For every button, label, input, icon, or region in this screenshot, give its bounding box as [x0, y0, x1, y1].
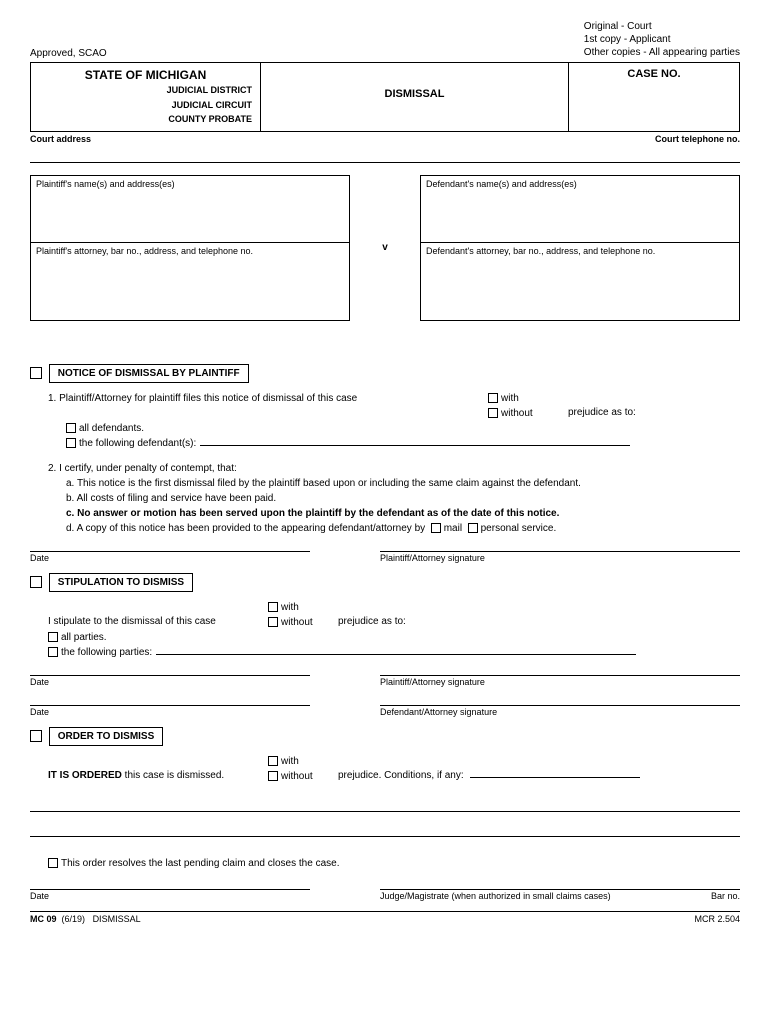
all-defendants-checkbox[interactable]	[66, 423, 76, 433]
copies-list: Original - Court 1st copy - Applicant Ot…	[584, 20, 740, 59]
order-without-label: without	[281, 771, 313, 782]
circuit-label: JUDICIAL CIRCUIT	[39, 99, 252, 112]
notice-line1: 1. Plaintiff/Attorney for plaintiff file…	[48, 391, 488, 421]
ordered-label: IT IS ORDERED	[48, 770, 122, 781]
plaintiff-column: Plaintiff's name(s) and address(es) Plai…	[30, 175, 350, 321]
conditions-line-2[interactable]	[30, 796, 740, 812]
case-no-label: CASE NO.	[569, 63, 739, 131]
sig-row-2: Date Plaintiff/Attorney signature	[30, 675, 740, 687]
all-defendants-label: all defendants.	[79, 423, 144, 434]
following-defendants-label: the following defendant(s):	[79, 438, 196, 449]
state-label: STATE OF MICHIGAN	[39, 68, 252, 82]
bar-no-label: Bar no.	[711, 891, 740, 901]
plaintiff-name-box[interactable]: Plaintiff's name(s) and address(es)	[30, 175, 350, 243]
stip-prejudice-label: prejudice as to:	[338, 600, 406, 630]
conditions-line-3[interactable]	[30, 821, 740, 837]
plaintiff-name-label: Plaintiff's name(s) and address(es)	[36, 179, 175, 189]
cert-d-pre: d. A copy of this notice has been provid…	[66, 523, 425, 534]
judge-sig-label: Judge/Magistrate (when authorized in sma…	[380, 891, 611, 901]
all-parties-checkbox[interactable]	[48, 632, 58, 642]
plaintiff-atty-label: Plaintiff's attorney, bar no., address, …	[36, 246, 253, 256]
prejudice-label: prejudice as to:	[568, 391, 636, 421]
sig-row-1: Date Plaintiff/Attorney signature	[30, 551, 740, 563]
date-label-2: Date	[30, 675, 310, 687]
defendant-name-label: Defendant's name(s) and address(es)	[426, 179, 577, 189]
certify-line: 2. I certify, under penalty of contempt,…	[48, 461, 740, 476]
form-name: DISMISSAL	[93, 914, 141, 924]
plaintiff-sig-label-2: Plaintiff/Attorney signature	[380, 675, 740, 687]
date-label: Date	[30, 551, 310, 563]
following-defendants-field[interactable]	[200, 445, 630, 446]
defendant-sig-label: Defendant/Attorney signature	[380, 705, 740, 717]
stip-without-label: without	[281, 617, 313, 628]
date-label-4: Date	[30, 889, 310, 901]
court-phone-label: Court telephone no.	[655, 134, 740, 144]
probate-label: COUNTY PROBATE	[39, 113, 252, 126]
section-order: ORDER TO DISMISS IT IS ORDERED this case…	[30, 727, 740, 901]
court-identity: STATE OF MICHIGAN JUDICIAL DISTRICT JUDI…	[31, 63, 261, 131]
resolves-label: This order resolves the last pending cla…	[61, 858, 339, 869]
following-parties-checkbox[interactable]	[48, 647, 58, 657]
section-stipulation: STIPULATION TO DISMISS I stipulate to th…	[30, 573, 740, 717]
ordered-text: this case is dismissed.	[122, 770, 224, 781]
section-notice: NOTICE OF DISMISSAL BY PLAINTIFF 1. Plai…	[30, 364, 740, 563]
defendant-atty-box[interactable]: Defendant's attorney, bar no., address, …	[420, 243, 740, 321]
following-parties-label: the following parties:	[61, 647, 152, 658]
plaintiff-atty-box[interactable]: Plaintiff's attorney, bar no., address, …	[30, 243, 350, 321]
mail-label: mail	[444, 523, 462, 534]
top-header: Approved, SCAO Original - Court 1st copy…	[30, 20, 740, 59]
notice-checkbox[interactable]	[30, 367, 42, 379]
stipulation-checkbox[interactable]	[30, 576, 42, 588]
personal-service-label: personal service.	[481, 523, 557, 534]
court-address-row: Court address Court telephone no.	[30, 132, 740, 163]
versus-label: v	[350, 242, 420, 253]
court-address-label: Court address	[30, 134, 91, 144]
cert-a: a. This notice is the first dismissal fi…	[66, 476, 740, 491]
conditions-field[interactable]	[470, 777, 640, 778]
order-without-checkbox[interactable]	[268, 771, 278, 781]
stip-with-label: with	[281, 602, 299, 613]
approved-text: Approved, SCAO	[30, 48, 107, 59]
sig-row-4: Date Judge/Magistrate (when authorized i…	[30, 889, 740, 901]
copy-line: Original - Court	[584, 20, 740, 33]
cert-c: c. No answer or motion has been served u…	[66, 506, 740, 521]
defendant-atty-label: Defendant's attorney, bar no., address, …	[426, 246, 655, 256]
form-number: MC 09	[30, 914, 57, 924]
order-conditions-label: prejudice. Conditions, if any:	[338, 770, 464, 781]
copy-line: 1st copy - Applicant	[584, 33, 740, 46]
cert-b: b. All costs of filing and service have …	[66, 491, 740, 506]
defendant-column: Defendant's name(s) and address(es) Defe…	[420, 175, 740, 321]
without-checkbox[interactable]	[488, 408, 498, 418]
order-title: ORDER TO DISMISS	[49, 727, 164, 746]
following-parties-field[interactable]	[156, 654, 636, 655]
plaintiff-sig-label: Plaintiff/Attorney signature	[380, 551, 740, 563]
personal-service-checkbox[interactable]	[468, 523, 478, 533]
order-with-label: with	[281, 756, 299, 767]
form-title: DISMISSAL	[261, 63, 569, 131]
form-footer: MC 09 (6/19) DISMISSAL MCR 2.504	[30, 911, 740, 924]
party-boxes: Plaintiff's name(s) and address(es) Plai…	[30, 175, 740, 321]
sig-row-3: Date Defendant/Attorney signature	[30, 705, 740, 717]
with-checkbox[interactable]	[488, 393, 498, 403]
form-date: (6/19)	[62, 914, 86, 924]
following-defendants-checkbox[interactable]	[66, 438, 76, 448]
district-label: JUDICIAL DISTRICT	[39, 84, 252, 97]
stipulation-line1: I stipulate to the dismissal of this cas…	[48, 600, 268, 630]
stip-without-checkbox[interactable]	[268, 617, 278, 627]
stip-with-checkbox[interactable]	[268, 602, 278, 612]
stipulation-title: STIPULATION TO DISMISS	[49, 573, 193, 592]
order-with-checkbox[interactable]	[268, 756, 278, 766]
defendant-name-box[interactable]: Defendant's name(s) and address(es)	[420, 175, 740, 243]
court-rule: MCR 2.504	[694, 914, 740, 924]
with-label: with	[501, 393, 519, 404]
mail-checkbox[interactable]	[431, 523, 441, 533]
date-label-3: Date	[30, 705, 310, 717]
copy-line: Other copies - All appearing parties	[584, 46, 740, 59]
without-label: without	[501, 408, 533, 419]
form-header: STATE OF MICHIGAN JUDICIAL DISTRICT JUDI…	[30, 62, 740, 132]
all-parties-label: all parties.	[61, 632, 107, 643]
notice-title: NOTICE OF DISMISSAL BY PLAINTIFF	[49, 364, 249, 383]
resolves-checkbox[interactable]	[48, 858, 58, 868]
order-checkbox[interactable]	[30, 730, 42, 742]
